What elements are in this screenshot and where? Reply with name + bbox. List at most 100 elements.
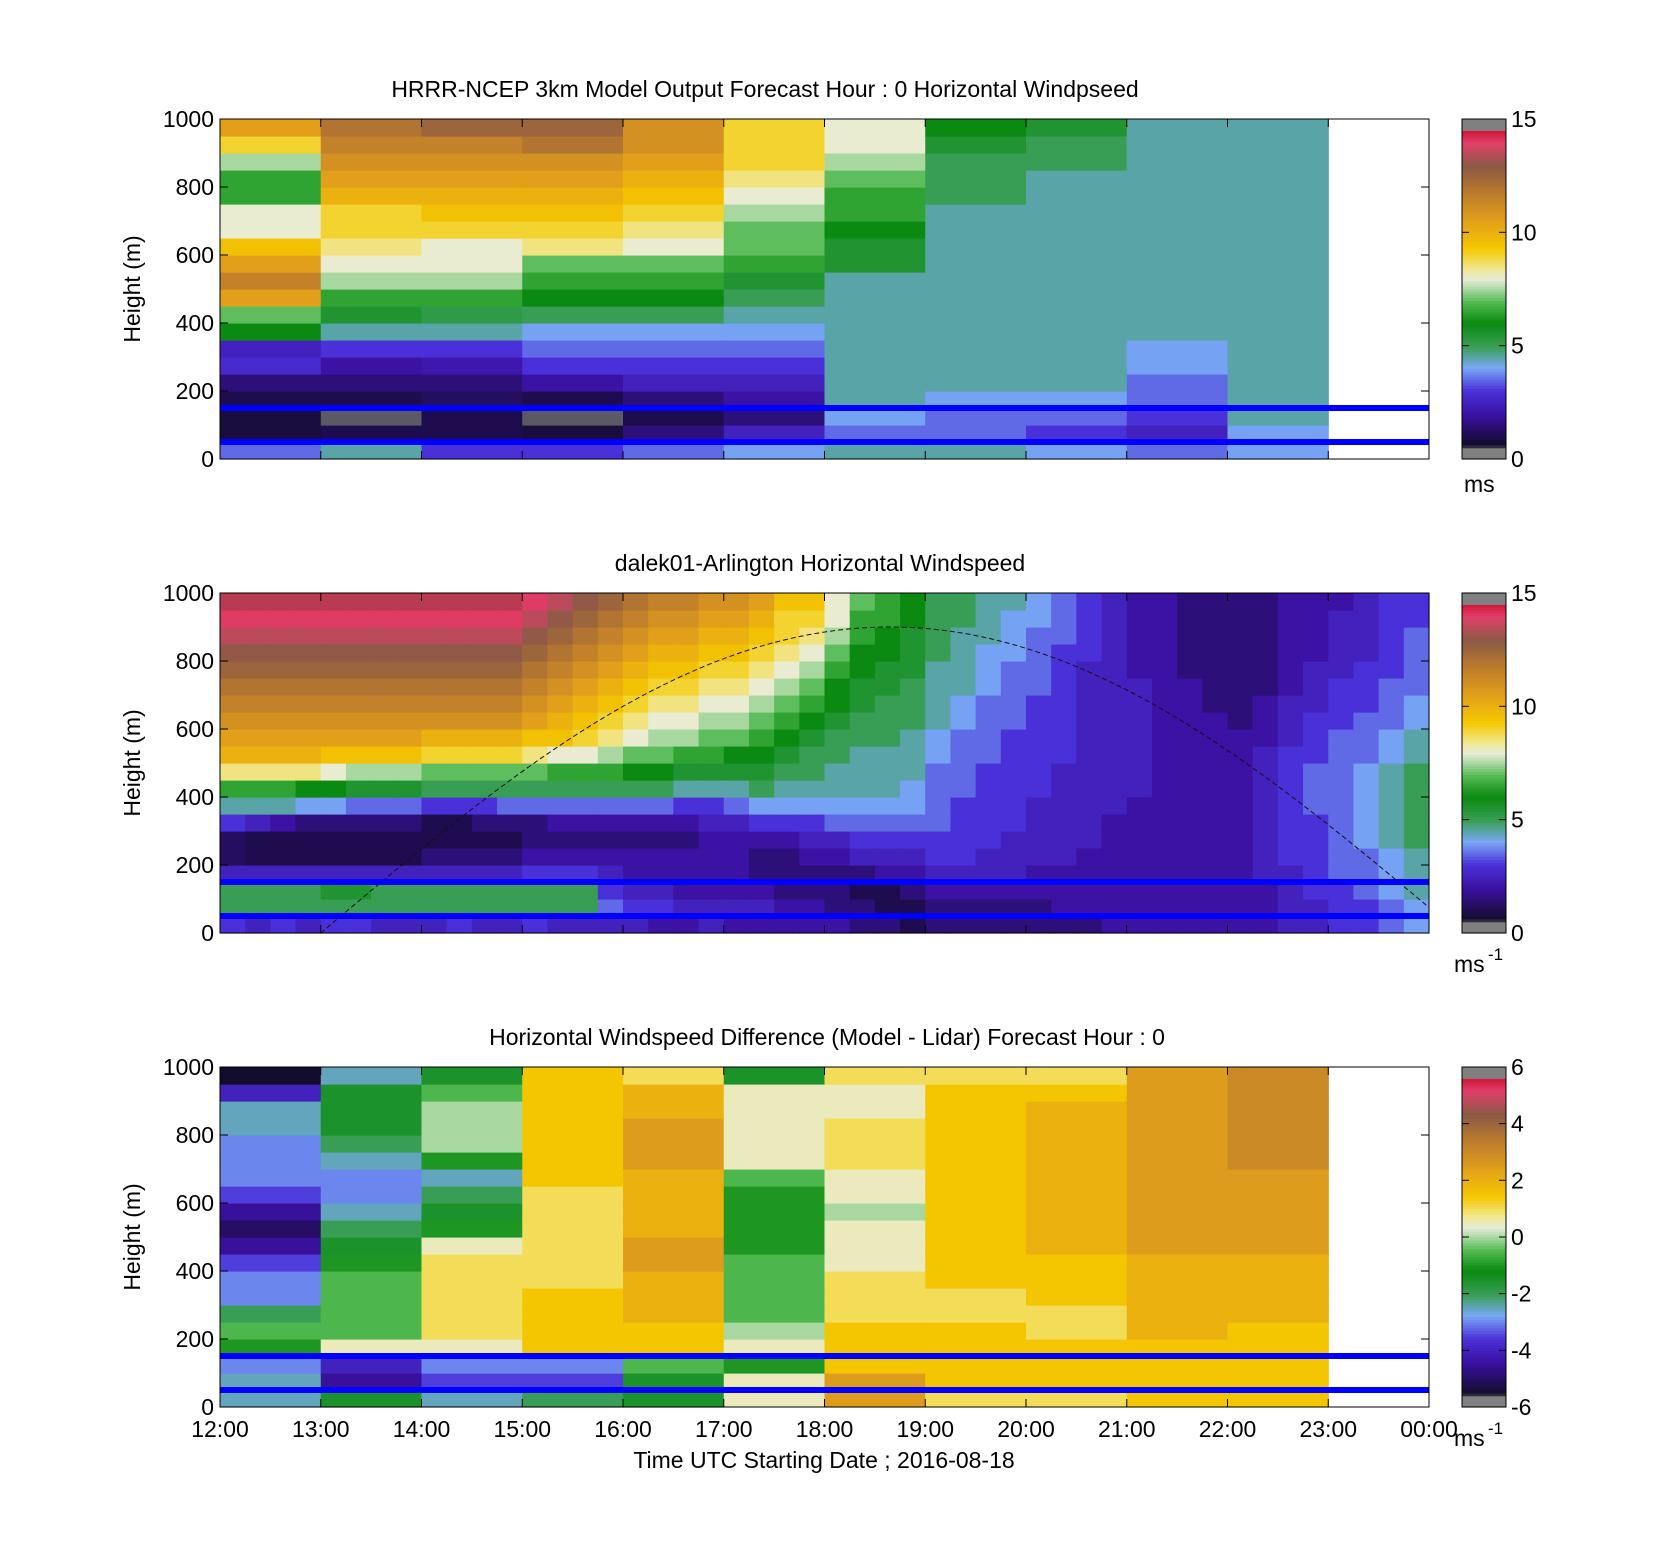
heatmap-cell bbox=[1403, 661, 1430, 679]
heatmap-cell bbox=[421, 119, 523, 137]
heatmap-cell bbox=[1026, 1254, 1128, 1272]
heatmap-cell bbox=[345, 678, 372, 696]
heatmap-cell bbox=[597, 780, 624, 798]
heatmap-cell bbox=[623, 119, 725, 137]
heatmap-cell bbox=[1403, 899, 1430, 917]
heatmap-cell bbox=[1026, 848, 1052, 866]
heatmap-cell bbox=[1126, 1339, 1229, 1357]
heatmap-cell bbox=[421, 238, 523, 256]
heatmap-cell bbox=[1177, 695, 1203, 713]
heatmap-cell bbox=[648, 593, 674, 611]
heatmap-cell bbox=[1177, 678, 1203, 696]
heatmap-cell bbox=[1000, 746, 1027, 764]
colorbar-tick-label: 6 bbox=[1511, 1054, 1524, 1080]
heatmap-cell bbox=[471, 695, 498, 713]
heatmap-cell bbox=[748, 661, 775, 679]
heatmap-cell bbox=[1227, 848, 1254, 866]
heatmap-cell bbox=[1026, 763, 1052, 781]
heatmap-cell bbox=[748, 831, 775, 849]
x-tick-label: 17:00 bbox=[695, 1416, 753, 1442]
heatmap-cell bbox=[925, 323, 1027, 341]
heatmap-cell bbox=[471, 678, 498, 696]
heatmap-cell bbox=[1403, 627, 1430, 645]
heatmap-cell bbox=[1026, 593, 1052, 611]
heatmap-cell bbox=[1303, 797, 1329, 815]
heatmap-cell bbox=[1202, 627, 1229, 645]
heatmap-cell bbox=[1026, 746, 1052, 764]
heatmap-cell bbox=[320, 1339, 423, 1357]
heatmap-cell bbox=[220, 442, 322, 460]
heatmap-cell bbox=[220, 1373, 322, 1391]
x-tick-label: 23:00 bbox=[1299, 1416, 1357, 1442]
heatmap-cell bbox=[1126, 661, 1153, 679]
heatmap-cell bbox=[925, 1169, 1027, 1187]
heatmap-cell bbox=[824, 1373, 926, 1391]
heatmap-cell bbox=[1126, 712, 1153, 730]
heatmap-cell bbox=[1126, 1152, 1229, 1170]
heatmap-cell bbox=[1227, 746, 1254, 764]
heatmap-cell bbox=[421, 1254, 523, 1272]
heatmap-cell bbox=[1151, 627, 1178, 645]
heatmap-cell bbox=[220, 1322, 322, 1340]
x-tick-label: 22:00 bbox=[1199, 1416, 1257, 1442]
heatmap-cell bbox=[471, 797, 498, 815]
heatmap-cell bbox=[1328, 593, 1355, 611]
heatmap-cell bbox=[421, 661, 448, 679]
heatmap-cell bbox=[975, 729, 1002, 747]
heatmap-cell bbox=[572, 627, 599, 645]
heatmap-cell bbox=[723, 1135, 826, 1153]
heatmap-cell bbox=[497, 831, 523, 849]
heatmap-cell bbox=[345, 627, 372, 645]
heatmap-cell bbox=[648, 814, 674, 832]
heatmap-cell bbox=[1353, 712, 1380, 730]
heatmap-cell bbox=[320, 1356, 423, 1374]
heatmap-cell bbox=[623, 425, 725, 443]
heatmap-cell bbox=[723, 289, 826, 307]
heatmap-cell bbox=[295, 678, 322, 696]
heatmap-cell bbox=[396, 746, 423, 764]
heatmap-cell bbox=[421, 1339, 523, 1357]
heatmap-cell bbox=[1126, 153, 1229, 171]
heatmap-cell bbox=[1303, 899, 1329, 917]
heatmap-cell bbox=[1303, 729, 1329, 747]
heatmap-cell bbox=[1177, 712, 1203, 730]
heatmap-cell bbox=[1227, 170, 1329, 188]
heatmap-cell bbox=[900, 780, 926, 798]
heatmap-cell bbox=[446, 916, 473, 934]
heatmap-cell bbox=[1328, 661, 1355, 679]
heatmap-cell bbox=[1227, 712, 1254, 730]
heatmap-cell bbox=[824, 1322, 926, 1340]
heatmap-cell bbox=[1026, 695, 1052, 713]
heatmap-cell bbox=[1202, 763, 1229, 781]
heatmap-cell bbox=[220, 1288, 322, 1306]
heatmap-cell bbox=[623, 408, 725, 426]
heatmap-cell bbox=[547, 865, 574, 883]
heatmap-cell bbox=[925, 661, 952, 679]
heatmap-cell bbox=[1151, 746, 1178, 764]
heatmap-cell bbox=[572, 644, 599, 662]
heatmap-cell bbox=[295, 899, 322, 917]
heatmap-cell bbox=[1303, 610, 1329, 628]
heatmap-cell bbox=[572, 814, 599, 832]
heatmap-cell bbox=[748, 729, 775, 747]
heatmap-cell bbox=[1328, 916, 1355, 934]
heatmap-cell bbox=[925, 865, 952, 883]
heatmap-cell bbox=[623, 1305, 725, 1323]
panel-difference-colorbar: -6 -4 -2 0 2 4 6 ms -1 bbox=[1454, 1054, 1532, 1451]
heatmap-cell bbox=[723, 357, 826, 375]
heatmap-cell bbox=[1227, 593, 1254, 611]
heatmap-cell bbox=[623, 221, 725, 239]
heatmap-cell bbox=[824, 442, 926, 460]
heatmap-cell bbox=[1202, 695, 1229, 713]
heatmap-cell bbox=[723, 374, 826, 392]
heatmap-cell bbox=[1126, 119, 1229, 137]
heatmap-cell bbox=[522, 1152, 624, 1170]
heatmap-cell bbox=[345, 814, 372, 832]
heatmap-cell bbox=[1151, 729, 1178, 747]
heatmap-cell bbox=[1328, 831, 1355, 849]
heatmap-cell bbox=[320, 1101, 423, 1119]
heatmap-cell bbox=[547, 831, 574, 849]
heatmap-cell bbox=[471, 831, 498, 849]
heatmap-cell bbox=[1026, 1169, 1128, 1187]
heatmap-cell bbox=[1227, 204, 1329, 222]
